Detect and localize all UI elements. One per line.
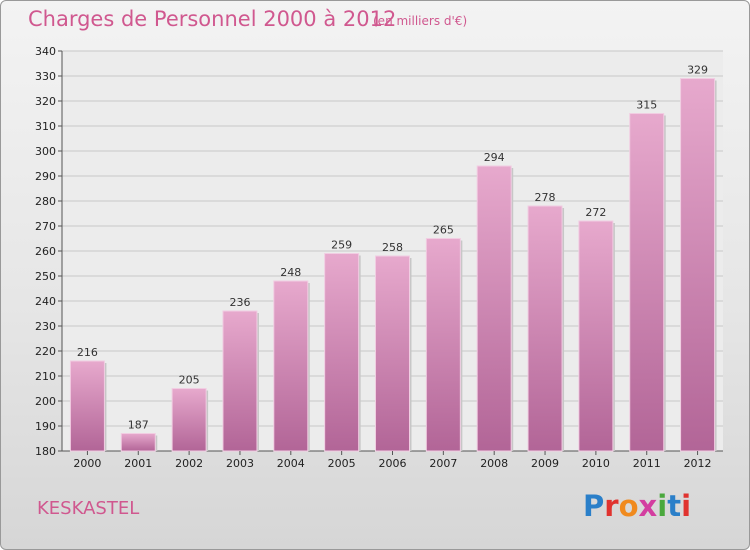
x-tick-label: 2003 bbox=[226, 457, 254, 470]
bar-group: 236 2003 bbox=[222, 296, 259, 470]
y-tick-label: 280 bbox=[35, 195, 56, 208]
y-tick-label: 210 bbox=[35, 370, 56, 383]
data-label: 248 bbox=[280, 266, 301, 279]
data-label: 315 bbox=[636, 99, 657, 112]
y-tick-label: 250 bbox=[35, 270, 56, 283]
x-tick-label: 2002 bbox=[175, 457, 203, 470]
bar bbox=[69, 360, 105, 452]
y-tick-label: 260 bbox=[35, 245, 56, 258]
y-tick-label: 300 bbox=[35, 145, 56, 158]
bar-group: 258 2006 bbox=[375, 241, 412, 470]
y-tick-label: 310 bbox=[35, 120, 56, 133]
bar bbox=[578, 220, 614, 452]
bar-group: 259 2005 bbox=[324, 239, 361, 470]
y-tick-label: 320 bbox=[35, 95, 56, 108]
data-label: 258 bbox=[382, 241, 403, 254]
data-label: 205 bbox=[179, 374, 200, 387]
x-tick-label: 2000 bbox=[73, 457, 101, 470]
bar-group: 294 2008 bbox=[476, 151, 514, 470]
bar-group: 272 2010 bbox=[578, 206, 615, 470]
bar-group: 278 2009 bbox=[527, 191, 565, 470]
bar-group: 329 2012 bbox=[680, 64, 717, 470]
chart-subtitle: (en milliers d'€) bbox=[373, 14, 468, 28]
bar-group: 205 2002 bbox=[171, 374, 209, 470]
logo-letter: r bbox=[604, 489, 619, 523]
y-tick-label: 190 bbox=[35, 420, 56, 433]
data-label: 187 bbox=[128, 419, 149, 432]
y-tick-label: 340 bbox=[35, 45, 56, 58]
chart-title: Charges de Personnel 2000 à 2012 bbox=[28, 7, 397, 31]
data-label: 294 bbox=[484, 151, 505, 164]
bar-group: 216 2000 bbox=[69, 346, 107, 470]
x-tick-label: 2012 bbox=[684, 457, 712, 470]
x-tick-label: 2010 bbox=[582, 457, 610, 470]
logo-letter: P bbox=[583, 489, 605, 523]
data-label: 265 bbox=[433, 224, 454, 237]
y-tick-label: 240 bbox=[35, 295, 56, 308]
logo-letter: i bbox=[657, 489, 668, 523]
y-tick-label: 220 bbox=[35, 345, 56, 358]
bar-group: 187 2001 bbox=[120, 419, 158, 470]
y-tick-label: 270 bbox=[35, 220, 56, 233]
x-tick-label: 2009 bbox=[531, 457, 559, 470]
x-tick-label: 2005 bbox=[328, 457, 356, 470]
data-label: 236 bbox=[229, 296, 250, 309]
y-tick-label: 180 bbox=[35, 445, 56, 458]
bar bbox=[425, 238, 461, 452]
data-label: 216 bbox=[77, 346, 98, 359]
x-tick-label: 2007 bbox=[429, 457, 457, 470]
x-tick-label: 2008 bbox=[480, 457, 508, 470]
x-tick-label: 2004 bbox=[277, 457, 305, 470]
y-tick-label: 200 bbox=[35, 395, 56, 408]
y-tick-label: 230 bbox=[35, 320, 56, 333]
proxiti-logo[interactable]: Proxiti bbox=[583, 489, 691, 523]
bar bbox=[680, 78, 716, 452]
y-tick-label: 290 bbox=[35, 170, 56, 183]
bar bbox=[120, 433, 156, 452]
logo-letter: i bbox=[681, 489, 692, 523]
y-tick-label: 330 bbox=[35, 70, 56, 83]
bar bbox=[476, 165, 512, 452]
town-name: KESKASTEL bbox=[37, 498, 140, 519]
logo-letter: t bbox=[667, 489, 682, 523]
bar bbox=[629, 113, 665, 452]
bar bbox=[171, 388, 207, 452]
logo-letter: o bbox=[618, 489, 639, 523]
data-label: 259 bbox=[331, 239, 352, 252]
logo-letter: x bbox=[638, 489, 658, 523]
data-label: 278 bbox=[535, 191, 556, 204]
bar bbox=[222, 310, 258, 452]
data-label: 272 bbox=[585, 206, 606, 219]
bar bbox=[273, 280, 309, 452]
x-tick-label: 2011 bbox=[633, 457, 661, 470]
bar-group: 248 2004 bbox=[273, 266, 310, 470]
x-tick-label: 2001 bbox=[124, 457, 152, 470]
x-tick-label: 2006 bbox=[379, 457, 407, 470]
bar bbox=[324, 253, 360, 452]
bar-group: 315 2011 bbox=[629, 99, 666, 470]
bar bbox=[527, 205, 563, 452]
bar-group: 265 2007 bbox=[425, 224, 463, 470]
data-label: 329 bbox=[687, 64, 708, 77]
bar bbox=[375, 255, 410, 452]
